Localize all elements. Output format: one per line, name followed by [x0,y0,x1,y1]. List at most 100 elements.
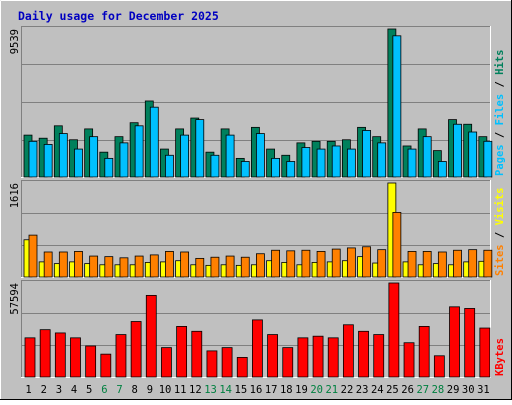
bar-sites-day-16 [256,253,265,278]
x-tick-label-day-13: 13 [204,384,217,396]
bar-files-day-6 [104,157,114,178]
bar-sites-day-4 [74,251,83,278]
x-tick-label-day-8: 8 [132,384,138,396]
x-axis-labels: 1 2 3 4 5 6 7 8 9 10 11 12 13 14 15 16 17 18 19 20 21 22 23 24 2… [25,384,489,396]
bar-files-day-15 [240,161,250,178]
bar-files-day-27 [422,136,432,178]
bar-files-day-12 [195,119,205,178]
bar-sites-day-11 [180,251,190,278]
bar-kbytes-day-5 [85,345,97,378]
x-tick-label-day-10: 10 [159,384,172,396]
bar-kbytes-day-14 [221,347,233,378]
bar-kbytes-day-13 [206,350,218,378]
panel-2-y-max-label: 57594 [9,283,21,315]
chart-panels: 9539 Pages / Files / Hits 1616 Sites / Visi… [9,26,506,378]
bar-kbytes-day-1 [24,337,36,378]
x-tick-label-day-6: 6 [101,384,107,396]
bar-kbytes-day-26 [403,342,415,378]
x-tick-label-day-20: 20 [310,384,323,396]
panel-2-legend: KBytes [494,338,506,376]
bar-kbytes-day-8 [130,321,142,378]
bar-files-day-4 [74,148,83,178]
x-tick-label-day-21: 21 [325,384,338,396]
bar-sites-day-21 [331,248,341,278]
x-tick-label-day-15: 15 [235,384,248,396]
panel-0-y-max-label: 9539 [9,29,21,54]
bar-sites-day-24 [377,249,387,278]
x-tick-label-day-1: 1 [25,384,31,396]
x-tick-label-day-24: 24 [371,384,384,396]
bar-sites-day-18 [286,250,296,278]
bar-files-day-24 [377,142,387,178]
panel-visits-sites: 1616 Sites / Visits [9,180,506,278]
bar-files-day-3 [58,133,68,178]
bar-files-day-13 [210,154,220,178]
bar-sites-day-12 [195,257,205,278]
bar-kbytes-day-27 [418,326,430,378]
bar-sites-day-27 [422,251,432,278]
bar-sites-day-19 [301,249,311,278]
bar-files-day-23 [362,130,371,178]
bar-kbytes-day-4 [70,337,81,378]
bar-sites-day-1 [28,234,38,278]
chart-title: Daily usage for December 2025 [18,9,219,23]
bar-files-day-16 [256,133,265,178]
bar-kbytes-day-6 [100,353,112,378]
x-tick-label-day-30: 30 [462,384,475,396]
x-tick-label-day-17: 17 [265,384,278,396]
x-tick-label-day-22: 22 [341,384,354,396]
panel-1-legend: Sites / Visits [494,187,506,276]
x-tick-label-day-14: 14 [219,384,232,396]
bar-files-day-29 [453,123,462,178]
legend-kbytes: KBytes [494,338,506,376]
bar-files-day-10 [165,154,174,178]
bar-sites-day-14 [225,255,235,278]
bar-files-day-18 [286,161,296,178]
panel-0-legend: Pages / Files / Hits [494,50,506,176]
x-tick-label-day-19: 19 [295,384,308,396]
bar-files-day-26 [407,148,417,178]
panel-1-y-max-label: 1616 [9,183,21,208]
bar-files-day-2 [43,144,53,178]
bar-files-day-14 [225,134,235,178]
x-tick-label-day-27: 27 [416,384,429,396]
x-tick-label-day-25: 25 [386,384,399,396]
legend-hits: Hits [494,50,506,75]
bar-sites-day-6 [104,256,114,278]
panel-hits-files: 9539 Pages / Files / Hits [9,26,506,178]
bar-files-day-31 [483,140,493,178]
bar-files-day-5 [89,136,99,178]
bar-sites-day-10 [165,251,174,278]
bar-kbytes-day-23 [358,330,369,378]
panel-kbytes: 57594 KBytes [9,280,506,378]
x-tick-label-day-5: 5 [86,384,92,396]
legend-sites: Sites [494,244,506,276]
bar-kbytes-day-11 [176,326,188,378]
bar-kbytes-day-9 [145,294,157,378]
x-tick-label-day-18: 18 [280,384,293,396]
bar-files-day-22 [346,148,356,178]
x-tick-label-day-26: 26 [401,384,414,396]
x-tick-label-day-4: 4 [71,384,77,396]
x-tick-label-day-31: 31 [477,384,490,396]
x-tick-label-day-7: 7 [116,384,122,396]
bar-kbytes-day-17 [267,334,278,378]
bar-kbytes-day-29 [449,306,460,378]
x-tick-label-day-28: 28 [432,384,445,396]
bar-sites-day-7 [119,257,129,278]
x-tick-label-day-23: 23 [356,384,369,396]
bar-files-day-11 [180,134,190,178]
bar-kbytes-day-21 [327,337,339,378]
bar-sites-day-26 [407,251,417,278]
bar-sites-day-17 [271,249,280,278]
bar-files-day-30 [468,131,478,178]
legend-separator: / [494,225,506,244]
bar-kbytes-day-31 [479,327,491,378]
x-tick-label-day-29: 29 [447,384,460,396]
bar-kbytes-day-16 [252,319,263,378]
legend-files: Files [494,94,506,126]
bar-sites-day-31 [483,249,493,278]
bar-files-day-9 [149,106,159,178]
bar-sites-day-8 [134,255,144,278]
